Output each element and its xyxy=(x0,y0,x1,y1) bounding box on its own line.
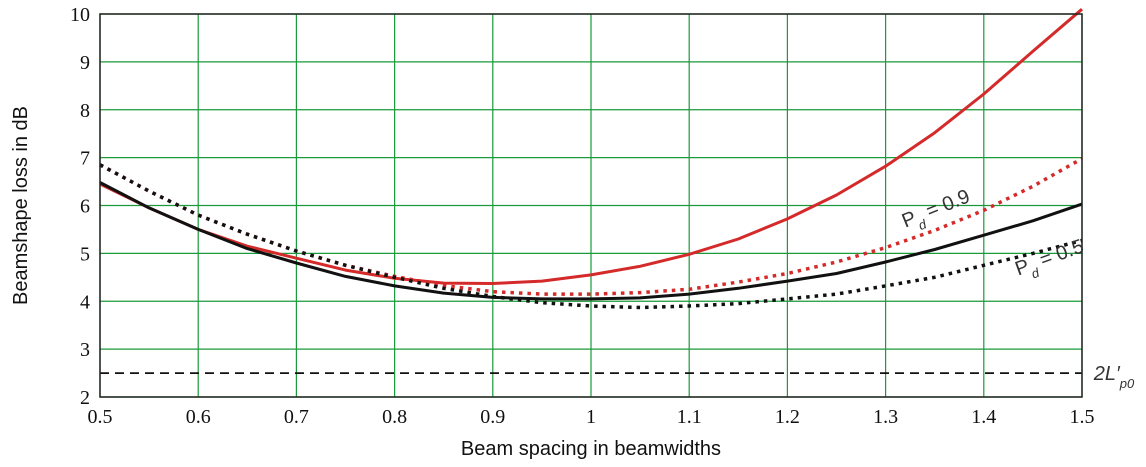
x-tick-labels: 0.5 0.6 0.7 0.8 0.9 1 1.1 1.2 1.3 1.4 1.5 xyxy=(88,406,1095,428)
series-line-3 xyxy=(99,163,1083,310)
y-tick-label: 10 xyxy=(70,4,90,26)
y-tick-label: 8 xyxy=(80,100,90,122)
x-tick-label: 0.5 xyxy=(88,406,113,428)
x-tick-label: 1.5 xyxy=(1070,406,1095,428)
y-tick-label: 7 xyxy=(80,148,90,170)
annotations: Pd = 0.9Pd = 0.52L′p0 xyxy=(899,185,1135,390)
y-tick-label: 9 xyxy=(80,52,90,74)
annotation-label: Pd = 0.5 xyxy=(1012,235,1088,285)
x-tick-label: 1 xyxy=(586,406,596,428)
series-line-0 xyxy=(99,8,1083,285)
x-tick-label: 1.3 xyxy=(873,406,898,428)
x-tick-label: 1.4 xyxy=(971,406,996,428)
annotation-label: 2L′p0 xyxy=(1093,363,1135,391)
series-group xyxy=(99,8,1083,375)
x-tick-label: 0.6 xyxy=(186,406,211,428)
y-tick-labels: 2 3 4 5 6 7 8 9 10 xyxy=(70,4,90,409)
x-tick-label: 0.7 xyxy=(284,406,309,428)
x-tick-label: 0.9 xyxy=(480,406,505,428)
x-axis-label: Beam spacing in beamwidths xyxy=(461,438,721,460)
y-tick-label: 6 xyxy=(80,196,90,218)
plot-frame xyxy=(99,13,1083,398)
y-tick-label: 5 xyxy=(80,243,90,265)
x-tick-label: 0.8 xyxy=(382,406,407,428)
annotation-value: = 0.5 xyxy=(1032,235,1087,273)
annotation-main: 2L′ xyxy=(1093,363,1121,385)
y-tick-label: 4 xyxy=(80,291,90,313)
x-tick-label: 1.1 xyxy=(677,406,702,428)
y-tick-label: 3 xyxy=(80,339,90,361)
annotation-value: = 0.9 xyxy=(918,185,973,224)
annotation-subscript: p0 xyxy=(1119,376,1135,391)
series-line-2 xyxy=(99,181,1083,301)
y-tick-label: 2 xyxy=(80,387,90,409)
y-axis-label: Beamshape loss in dB xyxy=(10,106,32,305)
x-tick-label: 1.2 xyxy=(775,406,800,428)
